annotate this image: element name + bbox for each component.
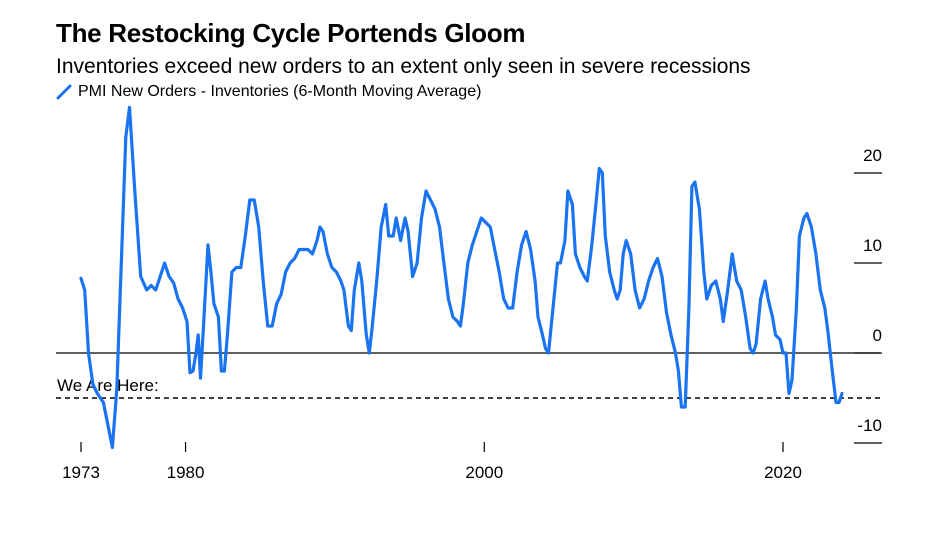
x-tick-label: 1973 xyxy=(62,463,100,482)
legend-label: PMI New Orders - Inventories (6-Month Mo… xyxy=(78,83,482,100)
legend-swatch-icon xyxy=(56,84,72,100)
y-tick-label: 20 xyxy=(863,146,882,165)
y-tick-label: 0 xyxy=(873,326,882,345)
y-tick-label: -10 xyxy=(857,416,882,435)
we-are-here-label: We Are Here: xyxy=(57,376,159,395)
x-tick-label: 2020 xyxy=(764,463,802,482)
series-line xyxy=(79,105,844,450)
x-tick-label: 1980 xyxy=(167,463,205,482)
legend: PMI New Orders - Inventories (6-Month Mo… xyxy=(56,83,481,101)
chart-subtitle: Inventories exceed new orders to an exte… xyxy=(56,55,751,78)
y-tick-label: 10 xyxy=(863,236,882,255)
chart-title: The Restocking Cycle Portends Gloom xyxy=(56,18,526,48)
x-tick-label: 2000 xyxy=(465,463,503,482)
